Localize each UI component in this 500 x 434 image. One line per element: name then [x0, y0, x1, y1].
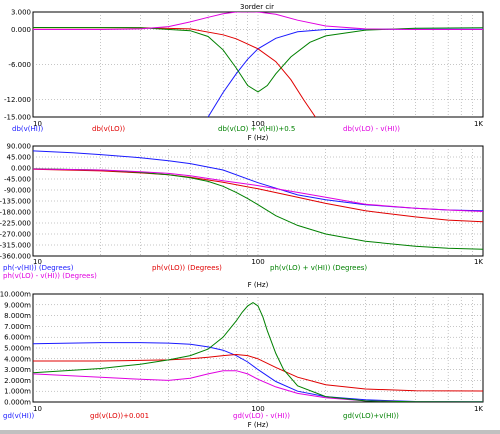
plot-title: 3order cir: [240, 3, 274, 11]
x-tick-label: 100: [251, 258, 264, 266]
y-tick-label: 7.000m: [4, 323, 31, 331]
y-tick-label: -360.000: [0, 253, 31, 261]
x-tick-label: 10: [33, 258, 42, 266]
x-tick-label: 1K: [474, 405, 483, 413]
y-tick-label: 90.000: [7, 143, 32, 151]
x-axis-label: F (Hz): [248, 421, 269, 429]
legend-entry: db(v(LO)): [92, 125, 125, 133]
x-tick-label: 1K: [474, 258, 483, 266]
y-tick-label: 10.000m: [0, 291, 31, 299]
y-tick-label: -135.000: [0, 198, 31, 206]
chart-panel-2: 90.000 45.000 0.000 -45.000 -90.000 -135.000 -…: [0, 143, 484, 289]
y-tick-label: -315.000: [0, 242, 31, 250]
y-tick-label: 3.000m: [4, 366, 31, 374]
y-tick-label: -12.000: [4, 96, 31, 104]
legend-entry: gd(v(HI)): [3, 412, 35, 420]
x-tick-label: 100: [251, 405, 264, 413]
y-tick-label: 6.000m: [4, 334, 31, 342]
legend-entry: ph(-v(HI)) (Degrees): [3, 264, 74, 272]
x-axis-label: F (Hz): [248, 134, 269, 142]
y-tick-label: 0.000m: [4, 399, 31, 407]
legend-entry: ph(v(LO) - v(HI)) (Degrees): [3, 272, 97, 280]
y-tick-label: -270.000: [0, 231, 31, 239]
legend-entry: ph(v(LO) + v(HI)) (Degrees): [270, 264, 367, 272]
y-tick-label: 0.000: [11, 165, 31, 173]
chart-panel-3: 10.000m 9.000m 8.000m 7.000m 6.000m 5.000m 4.0…: [0, 291, 484, 429]
y-tick-label: -15.000: [4, 114, 31, 122]
legend-entry: db(v(LO) - v(HI)): [343, 125, 400, 133]
y-tick-label: 1.000m: [4, 388, 31, 396]
series-line-3: [33, 27, 483, 93]
y-tick-label: -90.000: [4, 187, 31, 195]
y-tick-label: 45.000: [7, 154, 32, 162]
series-line-4: [33, 12, 483, 30]
x-tick-label: 100: [251, 120, 264, 128]
legend-entry: gd(v(LO))+0.001: [90, 412, 149, 420]
y-tick-label: -180.000: [0, 209, 31, 217]
x-tick-label: 10: [33, 405, 42, 413]
legend-entry: ph(v(LO)) (Degrees): [152, 264, 222, 272]
y-tick-label: 3.000: [11, 9, 31, 17]
y-tick-label: -6.000: [8, 61, 31, 69]
series-line-3: [33, 168, 483, 250]
series-line-2: [33, 27, 316, 117]
grid-lines: [33, 146, 483, 256]
y-tick-label: 9.000m: [4, 301, 31, 309]
series-line-4: [33, 302, 483, 402]
x-tick-label: 1K: [474, 120, 483, 128]
y-tick-label: -225.000: [0, 220, 31, 228]
series-line-2: [33, 353, 483, 392]
x-tick-label: 10: [33, 120, 42, 128]
y-tick-label: 4.000m: [4, 355, 31, 363]
y-tick-label: 8.000m: [4, 312, 31, 320]
legend-entry: gd(v(LO) - v(HI)): [233, 412, 290, 420]
y-tick-label: 5.000m: [4, 345, 31, 353]
y-tick-label: -45.000: [4, 176, 31, 184]
series-line-4: [33, 168, 483, 212]
legend-entry: db(v(HI)): [12, 125, 44, 133]
series-line-3: [33, 370, 483, 402]
series-line-1: [33, 342, 483, 402]
y-tick-label: 2.000m: [4, 377, 31, 385]
y-tick-label: 0.000: [11, 26, 31, 34]
legend-entry: gd(v(LO)+v(HI)): [343, 412, 399, 420]
legend-entry: db(v(LO) + v(HI))+0.5: [218, 125, 295, 133]
x-axis-label: F (Hz): [248, 281, 269, 289]
